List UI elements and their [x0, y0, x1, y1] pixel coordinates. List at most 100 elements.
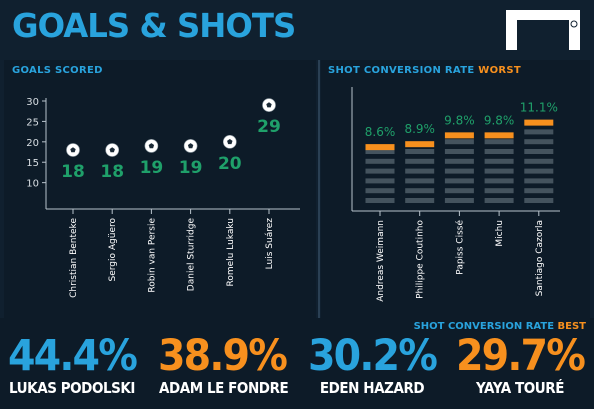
x-tick-label: Christian Benteke: [69, 218, 79, 298]
bar-top: [444, 132, 474, 139]
best-stat: 30.2% EDEN HAZARD: [302, 334, 442, 397]
football-patch: [187, 143, 194, 149]
bar-segment: [365, 158, 395, 164]
conversion-chart: 8.6% Andreas Weimann 8.9% Philippe Coutinho…: [351, 87, 560, 302]
bar-segment: [484, 168, 514, 174]
bar-segment: [484, 139, 514, 145]
bar-segment: [524, 188, 554, 194]
football-icon: [105, 143, 119, 157]
best-stat: 44.4% LUKAS PODOLSKI: [2, 334, 142, 397]
bar-top: [365, 144, 395, 151]
bar-segment: [484, 149, 514, 154]
x-tick-label: Santiago Cazorla: [535, 220, 545, 296]
football-patch: [109, 147, 115, 153]
panel-divider: [318, 60, 320, 318]
best-stat: 38.9% ADAM LE FONDRE: [152, 334, 292, 397]
data-label: 9.8%: [484, 113, 514, 127]
bar-segment: [405, 198, 435, 203]
football-patch: [266, 102, 272, 108]
bar-segment: [524, 139, 554, 145]
data-label: 19: [179, 158, 203, 178]
football-icon: [66, 143, 80, 157]
x-tick-label: Philippe Coutinho: [416, 220, 426, 299]
goals-header: GOALS SCORED: [12, 65, 103, 76]
data-label: 18: [61, 162, 85, 182]
data-label: 11.1%: [520, 101, 558, 115]
football-patch: [70, 147, 76, 153]
data-label: 19: [140, 158, 164, 178]
conversion-header-prefix: SHOT CONVERSION RATE: [328, 65, 475, 76]
bar-segment: [484, 188, 514, 194]
bar-segment: [405, 168, 435, 174]
best-stat-percent: 44.4%: [7, 331, 138, 381]
bar-segment: [524, 198, 554, 203]
bar-segment: [444, 188, 474, 194]
football-icon: [144, 139, 159, 153]
x-tick-label: Romelu Lukaku: [226, 218, 236, 287]
bar-segment: [405, 178, 435, 184]
best-stat-player: ADAM LE FONDRE: [159, 379, 289, 397]
best-band: [0, 318, 594, 409]
page-title: GOALS & SHOTS: [12, 6, 296, 45]
best-stat: 29.7% YAYA TOURÉ: [450, 334, 590, 397]
bar-segment: [405, 158, 435, 164]
y-tick-label: 25: [26, 117, 39, 128]
football-patch: [148, 143, 155, 149]
bar-segment: [524, 149, 554, 154]
x-tick-label: Robin van Persie: [147, 218, 157, 293]
bar-segment: [524, 168, 554, 174]
bar-segment: [524, 178, 554, 184]
bar-segment: [444, 198, 474, 203]
x-tick-label: Papiss Cissé: [454, 220, 465, 275]
bar-segment: [444, 178, 474, 184]
bar-segment: [365, 149, 395, 154]
bar-segment: [484, 158, 514, 164]
bar-segment: [365, 198, 395, 203]
bar-segment: [444, 158, 474, 164]
bar-segment: [405, 149, 435, 154]
y-tick-label: 30: [26, 97, 39, 108]
bar-segment: [524, 158, 554, 164]
bar-segment: [365, 168, 395, 174]
football-icon: [223, 135, 237, 149]
bar-top: [524, 119, 554, 126]
x-tick-label: Michu: [495, 220, 505, 247]
x-tick-label: Sergio Agüero: [108, 218, 118, 282]
data-label: 8.9%: [404, 122, 435, 136]
bar-top: [405, 141, 435, 148]
bar-segment: [444, 168, 474, 174]
conversion-header: SHOT CONVERSION RATE WORST: [328, 65, 521, 76]
best-stat-percent: 29.7%: [455, 331, 586, 381]
best-stat-player: LUKAS PODOLSKI: [9, 379, 135, 397]
y-tick-label: 10: [26, 179, 39, 190]
data-label: 18: [100, 162, 124, 182]
bar-segment: [365, 188, 395, 194]
data-label: 9.8%: [444, 113, 475, 127]
best-stat-player: YAYA TOURÉ: [475, 379, 565, 397]
data-label: 20: [218, 154, 242, 174]
bar-segment: [444, 149, 474, 154]
data-label: 8.6%: [365, 125, 396, 139]
football-patch: [227, 139, 233, 145]
goals-chart: 10 15 20 25 30 18 Christian Benteke 18 Sergio Ag…: [26, 97, 300, 298]
x-tick-label: Andreas Weimann: [376, 220, 386, 302]
bar-segment: [444, 139, 474, 145]
data-label: 29: [257, 117, 281, 137]
x-tick-label: Luis Suárez: [265, 218, 275, 270]
best-stat-player: EDEN HAZARD: [319, 379, 425, 397]
bar-segment: [405, 188, 435, 194]
bar-segment: [524, 129, 554, 135]
conversion-header-accent: WORST: [478, 65, 522, 76]
football-icon: [262, 98, 276, 112]
goal-logo-icon: [506, 10, 580, 50]
football-icon: [183, 139, 198, 153]
x-tick-label: Daniel Sturridge: [187, 218, 197, 292]
bar-segment: [484, 178, 514, 184]
bar-top: [484, 132, 514, 139]
y-tick-label: 20: [26, 138, 39, 149]
bar-segment: [365, 178, 395, 184]
best-header-accent: BEST: [557, 321, 586, 332]
best-stat-percent: 38.9%: [157, 331, 288, 381]
bar-segment: [484, 198, 514, 203]
best-header-prefix: SHOT CONVERSION RATE: [413, 321, 555, 332]
